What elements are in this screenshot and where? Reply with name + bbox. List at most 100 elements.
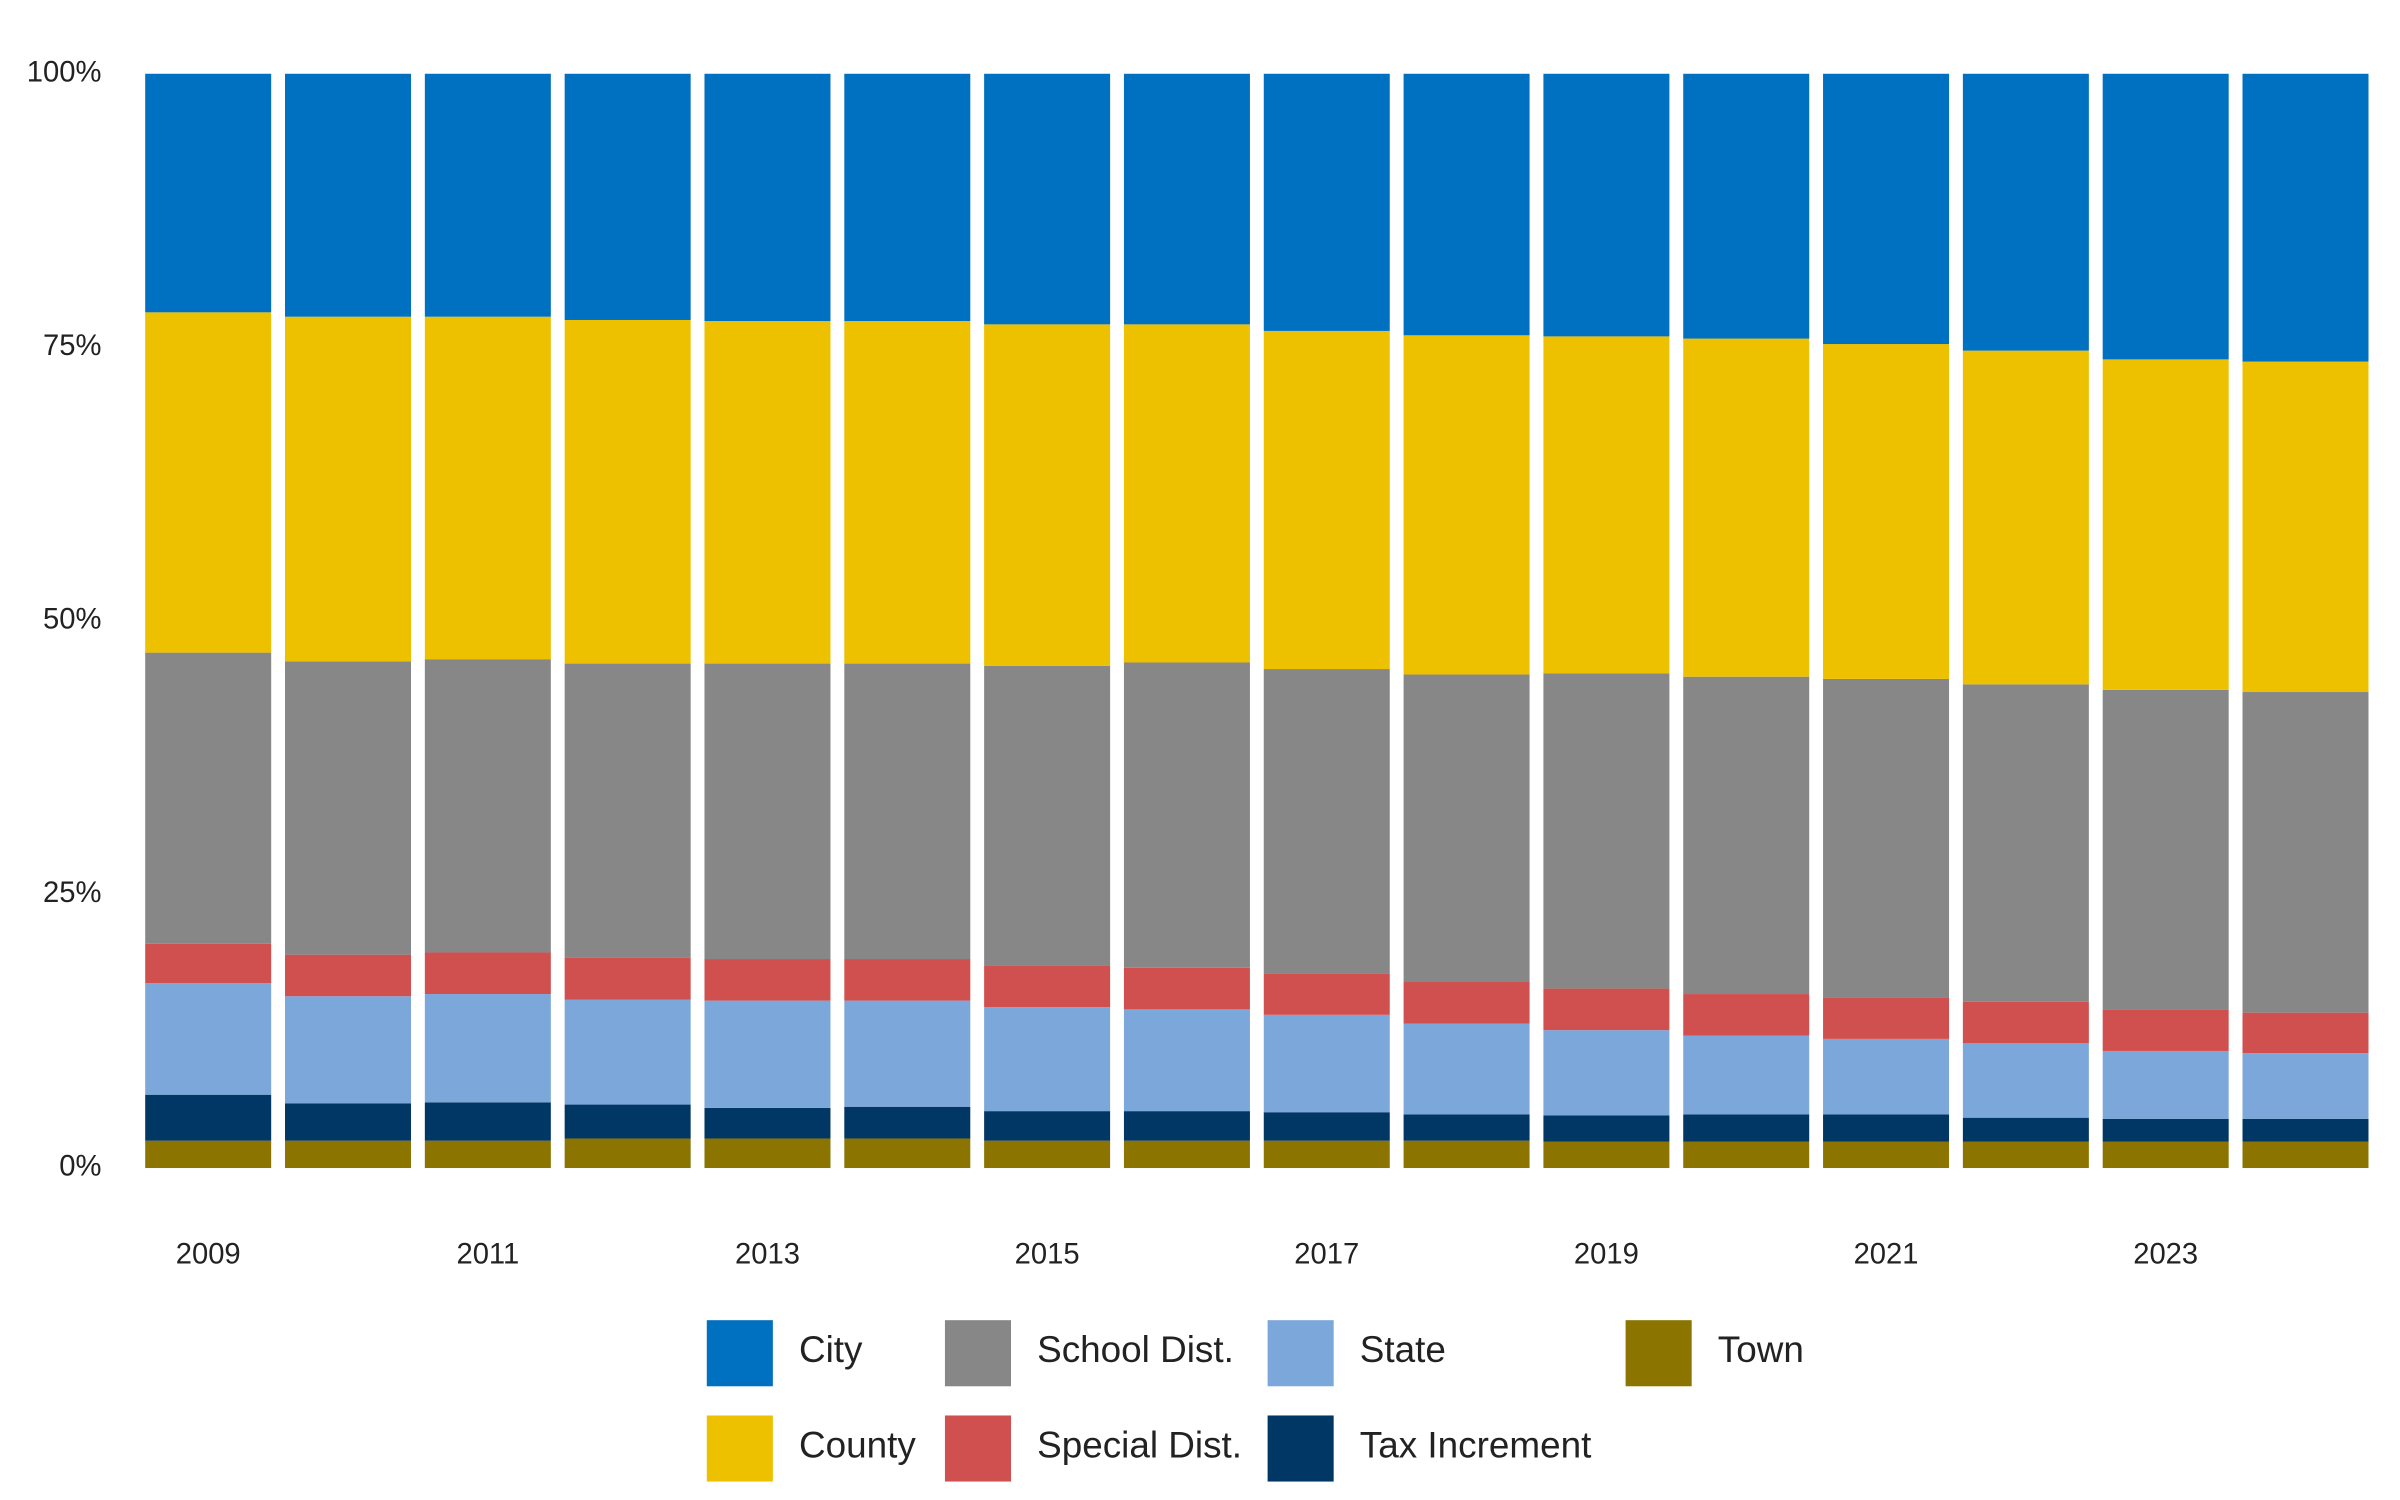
bar-segment	[1403, 674, 1530, 983]
bar-segment	[285, 316, 412, 662]
bar-segment	[1403, 335, 1530, 675]
bar-segment	[1683, 1114, 1810, 1142]
legend-swatch	[706, 1320, 773, 1387]
bar-segment	[1683, 73, 1810, 339]
legend-swatch	[1267, 1415, 1334, 1482]
bar-segment	[1403, 1140, 1530, 1169]
bar-segment	[1403, 73, 1530, 336]
bar-segment	[424, 952, 551, 995]
bar-segment	[1962, 684, 2089, 1002]
bar-segment	[1683, 994, 1810, 1036]
bar-segment	[984, 73, 1111, 325]
bar-segment	[564, 73, 691, 320]
bar-segment	[1123, 1111, 1250, 1141]
bar-segment	[285, 1103, 412, 1141]
bar-segment	[285, 954, 412, 997]
bar-segment	[704, 1138, 831, 1169]
bar-segment	[1403, 982, 1530, 1024]
bar-segment	[145, 73, 272, 313]
bar-segment	[145, 943, 272, 984]
bar-segment	[1263, 973, 1390, 1015]
bar-segment	[2242, 73, 2369, 362]
bar-segment	[1263, 73, 1390, 331]
x-tick-label: 2009	[176, 1238, 241, 1270]
bar-segment	[1403, 1023, 1530, 1115]
bar-segment	[145, 983, 272, 1095]
x-tick-label: 2011	[456, 1238, 519, 1270]
bar-segment	[2102, 73, 2229, 360]
x-tick-label: 2017	[1294, 1238, 1359, 1270]
bar-segment	[984, 965, 1111, 1008]
legend-label: Tax Increment	[1360, 1424, 1592, 1465]
bar-segment	[145, 1140, 272, 1169]
legend-swatch	[1267, 1320, 1334, 1387]
bar-segment	[2102, 1050, 2229, 1119]
bar-segment	[844, 73, 971, 322]
bar-segment	[704, 1107, 831, 1139]
bar-segment	[704, 959, 831, 1001]
bar-segment	[1962, 73, 2089, 351]
bar-segment	[2242, 692, 2369, 1013]
legend-label: Special Dist.	[1037, 1424, 1242, 1465]
bar-segment	[2242, 1141, 2369, 1169]
bar-segment	[1543, 1030, 1670, 1116]
bar-segment	[1683, 338, 1810, 677]
bar-segment	[145, 1094, 272, 1141]
bar-segment	[1962, 1001, 2089, 1044]
bar-segment	[1962, 1043, 2089, 1118]
bar-segment	[1263, 1112, 1390, 1141]
bar-segment	[1823, 678, 1950, 998]
bar-segment	[1123, 73, 1250, 325]
bar-segment	[1263, 1014, 1390, 1113]
legend-label: Town	[1718, 1329, 1804, 1370]
bar-segment	[2102, 1141, 2229, 1169]
x-tick-label: 2015	[1015, 1238, 1080, 1270]
bar-segment	[564, 999, 691, 1105]
legend-label: School Dist.	[1037, 1329, 1234, 1370]
bar-segment	[1123, 967, 1250, 1010]
bar-segment	[704, 73, 831, 322]
bar-segment	[1962, 350, 2089, 685]
bar-segment	[285, 73, 412, 317]
bar-segment	[2242, 361, 2369, 693]
bar-segment	[2242, 1118, 2369, 1142]
bar-segment	[1263, 1140, 1390, 1169]
bar-segment	[1543, 1141, 1670, 1169]
x-tick-label: 2021	[1854, 1238, 1919, 1270]
bar-segment	[984, 1007, 1111, 1112]
bar-segment	[1543, 673, 1670, 989]
bar-segment	[564, 1104, 691, 1139]
legend-label: County	[799, 1424, 916, 1465]
bar-segment	[1543, 336, 1670, 674]
bar-segment	[285, 1140, 412, 1169]
bar-segment	[844, 1000, 971, 1107]
bar-segment	[1962, 1117, 2089, 1142]
bar-segment	[2102, 1009, 2229, 1051]
x-tick-label: 2019	[1574, 1238, 1639, 1270]
bar-segment	[424, 316, 551, 660]
bar-segment	[2242, 1053, 2369, 1119]
bar-segment	[1683, 676, 1810, 995]
bar-segment	[1823, 997, 1950, 1039]
bar-segment	[984, 1140, 1111, 1169]
bar-segment	[1962, 1141, 2089, 1169]
bar-segment	[285, 996, 412, 1104]
bar-segment	[1543, 988, 1670, 1031]
bar-segment	[704, 663, 831, 960]
x-tick-label: 2023	[2133, 1238, 2198, 1270]
bar-segment	[564, 663, 691, 958]
y-tick-label: 100%	[27, 56, 102, 88]
bar-segment	[564, 957, 691, 1000]
bar-segment	[704, 321, 831, 664]
bar-segment	[285, 661, 412, 955]
bar-segment	[1123, 1009, 1250, 1112]
bar-segment	[1823, 344, 1950, 679]
legend-swatch	[706, 1415, 773, 1482]
bar-segment	[145, 312, 272, 653]
bar-segment	[1123, 662, 1250, 968]
bar-segment	[2102, 1118, 2229, 1142]
bar-segment	[1403, 1114, 1530, 1141]
bar-segment	[564, 319, 691, 664]
bar-segment	[984, 324, 1111, 666]
